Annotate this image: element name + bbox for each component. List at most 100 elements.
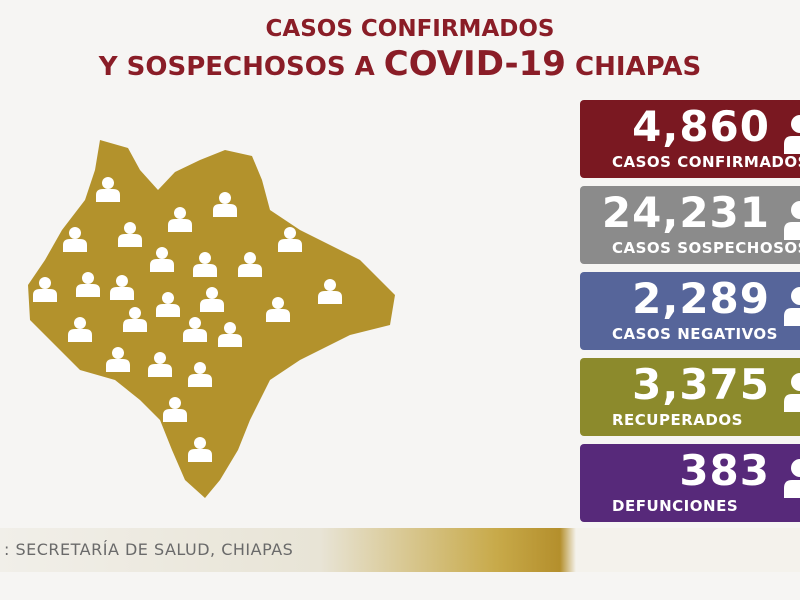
icon-head: [154, 352, 166, 364]
icon-head: [194, 437, 206, 449]
icon-head: [791, 459, 800, 477]
icon-head: [219, 192, 231, 204]
stat-card: 3,375 RECUPERADOS: [580, 358, 800, 436]
title-part: COVID-19: [383, 44, 566, 84]
stat-label: CASOS SOSPECHOSOS: [612, 239, 800, 257]
icon-body: [188, 449, 212, 462]
stat-card: 2,289 CASOS NEGATIVOS: [580, 272, 800, 350]
icon-head: [162, 292, 174, 304]
icon-body: [68, 329, 92, 342]
icon-head: [156, 247, 168, 259]
icon-head: [82, 272, 94, 284]
stat-number: 2,289: [632, 274, 770, 323]
source-text: : SECRETARÍA DE SALUD, CHIAPAS: [4, 540, 294, 559]
person-icon: [68, 317, 92, 342]
icon-body: [200, 299, 224, 312]
person-icon: [188, 362, 212, 387]
icon-body: [318, 291, 342, 304]
icon-body: [784, 222, 800, 240]
icon-body: [163, 409, 187, 422]
icon-head: [174, 207, 186, 219]
person-icon: [213, 192, 237, 217]
stat-number: 3,375: [632, 360, 770, 409]
icon-head: [189, 317, 201, 329]
person-icon: [150, 247, 174, 272]
icon-body: [188, 374, 212, 387]
person-icon: [183, 317, 207, 342]
icon-body: [168, 219, 192, 232]
person-icon: [118, 222, 142, 247]
person-icon: [278, 227, 302, 252]
title-line: CASOS CONFIRMADOS: [265, 16, 555, 42]
card-icon: [784, 201, 800, 240]
icon-head: [284, 227, 296, 239]
title-part: CHIAPAS: [565, 52, 702, 82]
icon-head: [206, 287, 218, 299]
person-icon: [76, 272, 100, 297]
stat-card: 24,231 CASOS SOSPECHOSOS: [580, 186, 800, 264]
icon-head: [124, 222, 136, 234]
icon-body: [76, 284, 100, 297]
stat-number: 24,231: [601, 188, 770, 237]
person-icon: [168, 207, 192, 232]
card-icon: [784, 287, 800, 326]
person-icon: [148, 352, 172, 377]
person-icon: [96, 177, 120, 202]
person-icon: [156, 292, 180, 317]
card-icon: [784, 115, 800, 154]
person-icon: [193, 252, 217, 277]
stat-number: 4,860: [632, 102, 770, 151]
icon-head: [791, 287, 800, 305]
icon-body: [784, 308, 800, 326]
icon-head: [224, 322, 236, 334]
person-icon: [266, 297, 290, 322]
icon-body: [106, 359, 130, 372]
icon-head: [39, 277, 51, 289]
person-icon: [188, 437, 212, 462]
icon-head: [199, 252, 211, 264]
icon-body: [110, 287, 134, 300]
person-icon: [318, 279, 342, 304]
footer-band: : SECRETARÍA DE SALUD, CHIAPAS: [0, 528, 800, 572]
icon-head: [791, 201, 800, 219]
icon-head: [69, 227, 81, 239]
icon-head: [112, 347, 124, 359]
icon-head: [116, 275, 128, 287]
card-icon: [784, 459, 800, 498]
icon-body: [156, 304, 180, 317]
icon-head: [244, 252, 256, 264]
icon-head: [74, 317, 86, 329]
icon-body: [218, 334, 242, 347]
icon-head: [194, 362, 206, 374]
icon-body: [238, 264, 262, 277]
icon-body: [118, 234, 142, 247]
person-icon: [106, 347, 130, 372]
person-icon: [63, 227, 87, 252]
icon-body: [63, 239, 87, 252]
icon-body: [784, 394, 800, 412]
card-icon: [784, 373, 800, 412]
icon-group: [33, 177, 342, 462]
person-icon: [123, 307, 147, 332]
state-map: [28, 140, 395, 498]
icon-head: [791, 115, 800, 133]
stat-card: 383 DEFUNCIONES: [580, 444, 800, 522]
person-icon: [200, 287, 224, 312]
icon-body: [148, 364, 172, 377]
stat-label: DEFUNCIONES: [612, 497, 739, 515]
title-part: Y SOSPECHOSOS A: [98, 52, 384, 82]
title-line: Y SOSPECHOSOS A COVID-19 CHIAPAS: [0, 44, 800, 84]
person-icon: [33, 277, 57, 302]
icon-head: [102, 177, 114, 189]
icon-body: [183, 329, 207, 342]
icon-body: [278, 239, 302, 252]
person-icon: [110, 275, 134, 300]
icon-body: [33, 289, 57, 302]
icon-head: [791, 373, 800, 391]
person-icon: [163, 397, 187, 422]
stat-label: CASOS NEGATIVOS: [612, 325, 778, 343]
icon-body: [150, 259, 174, 272]
icon-body: [784, 136, 800, 154]
